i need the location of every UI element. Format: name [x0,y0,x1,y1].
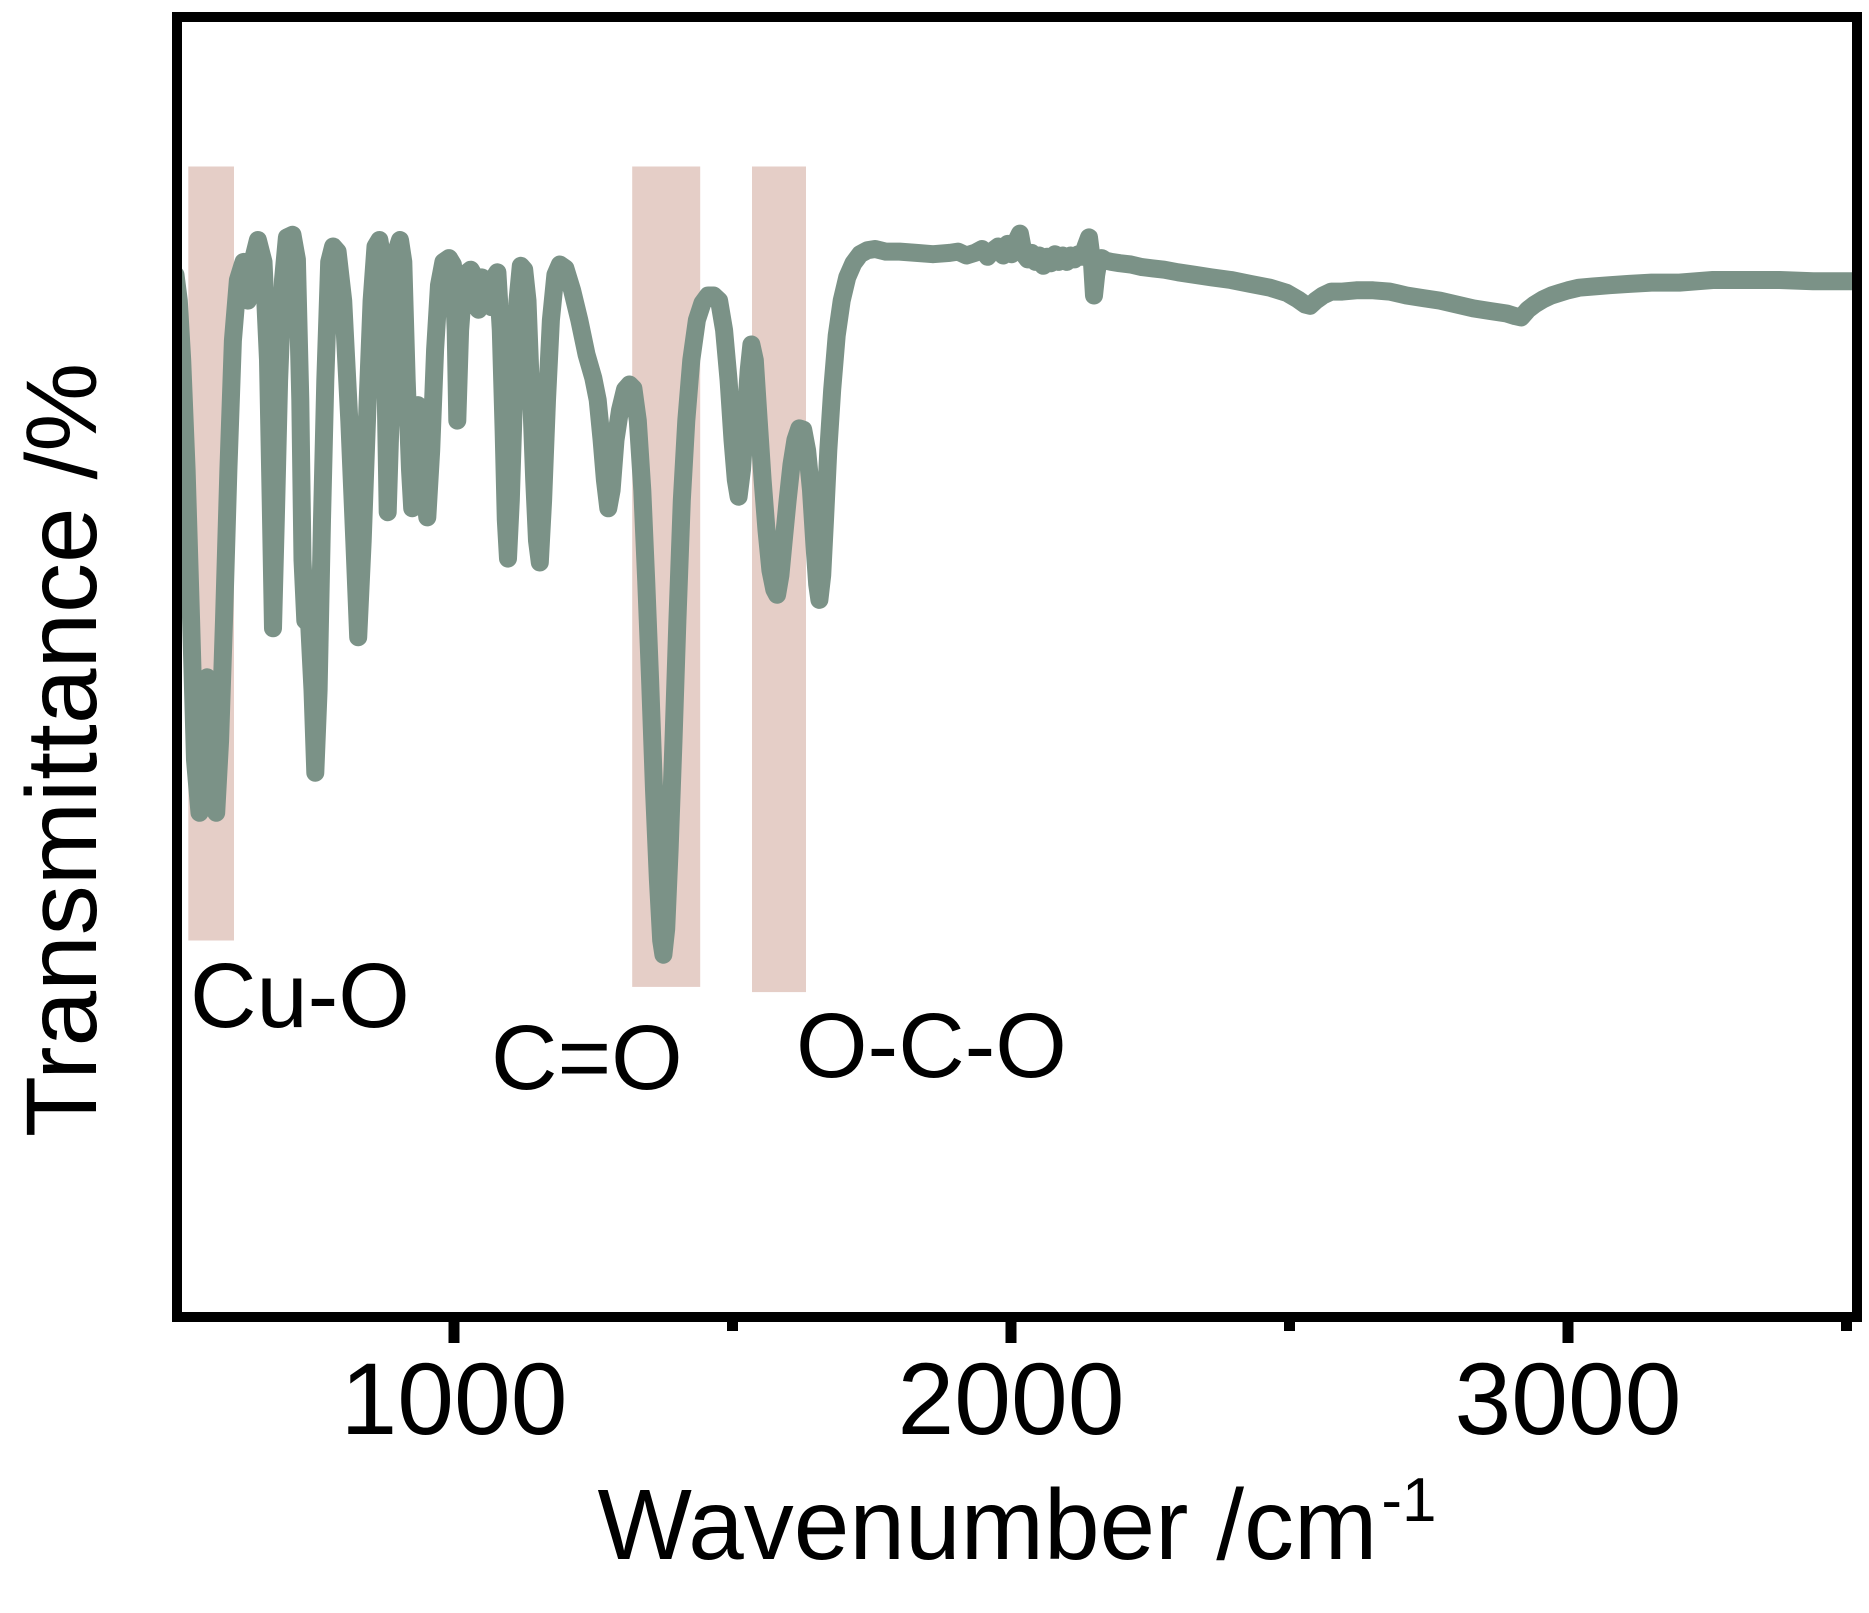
y-axis-title: Transmittance /% [6,362,118,1138]
x-axis-title-exponent: -1 [1381,1465,1437,1535]
band-label-c-o: C=O [491,1007,683,1109]
x-axis-title: Wavenumber /cm-1 [598,1469,1437,1575]
spectrum-curve [182,224,1852,964]
x-tick-label: 3000 [1454,1342,1682,1456]
x-axis-title-text: Wavenumber /cm [597,1469,1378,1581]
band-label-o-c-o: O-C-O [796,995,1067,1097]
plot-frame [172,12,1862,1322]
highlight-bands [188,166,806,993]
band-label-cu-o: Cu-O [190,945,410,1047]
x-tick-label: 2000 [897,1342,1125,1456]
x-tick-label: 1000 [340,1342,568,1456]
